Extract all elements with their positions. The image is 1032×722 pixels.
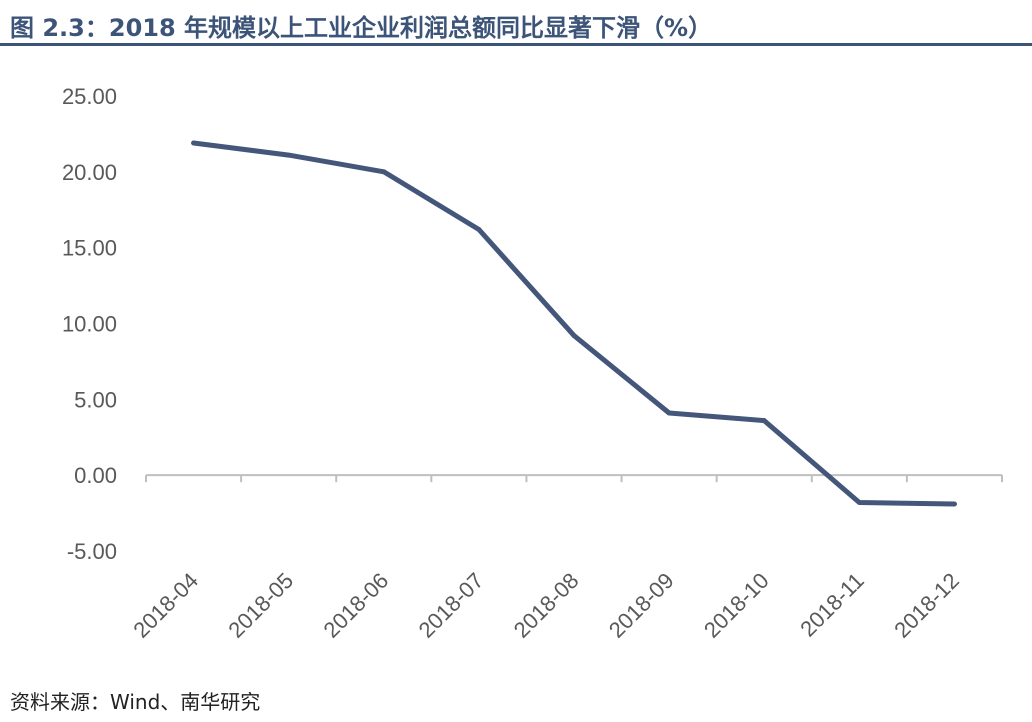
data-point <box>191 140 196 146</box>
x-tick-label: 2018-11 <box>795 568 869 642</box>
x-tick-label: 2018-12 <box>889 568 964 643</box>
data-point <box>952 501 957 507</box>
y-tick-label: 10.00 <box>62 312 117 337</box>
x-tick-label: 2018-07 <box>414 568 489 643</box>
line-chart: 25.00 20.00 15.00 10.00 5.00 0.00 -5.00 2018-04… <box>62 84 1003 643</box>
x-tick-label: 2018-05 <box>223 568 298 643</box>
x-tick-label: 2018-08 <box>509 568 584 643</box>
y-tick-label: 25.00 <box>62 84 117 109</box>
data-point <box>571 333 577 339</box>
y-tick-label: 15.00 <box>62 236 117 261</box>
series-line <box>191 140 957 507</box>
y-tick-label: -5.00 <box>67 539 117 564</box>
y-tick-label: 20.00 <box>62 160 117 185</box>
data-point <box>761 418 767 423</box>
title-divider <box>0 43 1032 46</box>
data-point <box>381 169 387 175</box>
y-tick-label: 0.00 <box>74 463 117 488</box>
x-tick-label: 2018-10 <box>699 568 774 643</box>
x-tick-label: 2018-04 <box>128 568 203 643</box>
data-point <box>856 500 862 505</box>
data-point <box>286 152 292 158</box>
data-point <box>476 227 482 232</box>
y-tick-label: 5.00 <box>74 387 117 412</box>
title-bar: 图 2.3：2018 年规模以上工业企业利润总额同比显著下滑（%） <box>0 0 1032 46</box>
x-tick-label: 2018-06 <box>319 568 394 643</box>
x-tick-label: 2018-09 <box>604 568 679 643</box>
data-point <box>666 410 672 416</box>
chart-title: 图 2.3：2018 年规模以上工业企业利润总额同比显著下滑（%） <box>10 14 713 42</box>
source-note: 资料来源：Wind、南华研究 <box>10 690 261 714</box>
